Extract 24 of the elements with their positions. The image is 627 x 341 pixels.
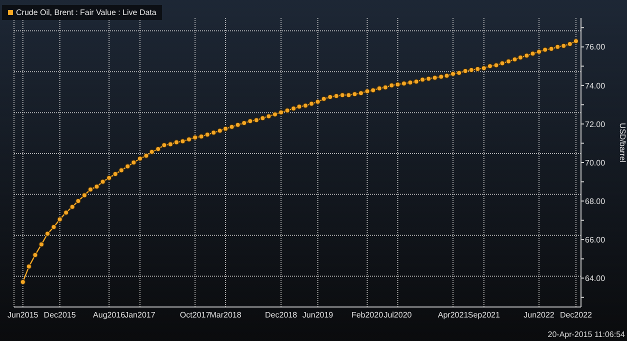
x-tick-label: Apr2021: [438, 310, 469, 320]
text: 20-Apr-2015 11:06:54: [548, 330, 625, 339]
y-tick-label: 74.00: [585, 81, 606, 90]
x-tick-label: Dec2018: [265, 310, 298, 320]
x-tick-label: Oct2017: [180, 310, 211, 320]
y-tick-label: 72.00: [585, 120, 606, 129]
x-tick-label: Feb2020: [351, 310, 384, 320]
legend-label: Crude Oil, Brent : Fair Value : Live Data: [16, 8, 156, 17]
y-tick-label: 68.00: [585, 196, 606, 206]
y-tick-label: 76.00: [585, 42, 606, 52]
x-tick-label: Mar2018: [210, 310, 242, 320]
x-tick-label: Dec2015: [44, 310, 76, 320]
y-tick-label: 66.00: [585, 235, 606, 244]
x-tick-label: Sep2021: [468, 310, 500, 320]
y-tick-label: 70.00: [585, 158, 606, 168]
y-tick-label: 64.00: [585, 274, 606, 283]
x-tick-label: Jun2015: [8, 310, 39, 320]
x-tick-label: Aug2016: [93, 310, 126, 320]
x-tick-label: Dec2022: [560, 310, 593, 320]
x-tick-label: Jun2019: [302, 310, 334, 320]
x-tick-label: Jan2017: [124, 310, 156, 320]
y-axis-title: USD/barrel: [618, 122, 627, 163]
x-tick-label: Jun2022: [524, 310, 555, 320]
x-tick-label: Jul2020: [384, 310, 412, 320]
